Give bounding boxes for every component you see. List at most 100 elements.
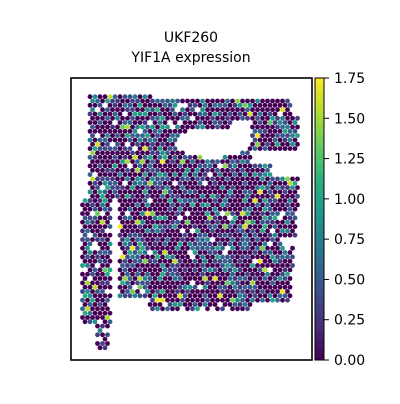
spot <box>160 176 165 182</box>
spot <box>130 150 135 156</box>
spot <box>112 137 118 143</box>
spot <box>90 107 95 113</box>
spot <box>225 297 230 303</box>
spot <box>147 154 153 160</box>
spot <box>260 237 265 243</box>
spot <box>227 172 233 178</box>
spot <box>102 310 108 316</box>
spot <box>105 297 110 303</box>
spot <box>100 98 105 104</box>
spot <box>215 159 220 165</box>
spot <box>255 237 260 243</box>
spot <box>267 198 273 204</box>
spot <box>172 154 178 160</box>
spot <box>290 185 295 191</box>
spot <box>132 215 138 221</box>
spot <box>92 102 98 108</box>
spot <box>210 254 215 260</box>
spot <box>247 111 253 117</box>
spot <box>240 271 245 277</box>
spot <box>132 102 138 108</box>
spot <box>160 141 165 147</box>
spot <box>287 120 293 125</box>
spot <box>157 102 163 108</box>
spot <box>200 297 205 303</box>
spot <box>170 280 175 286</box>
spot <box>92 146 98 152</box>
spot <box>172 102 178 108</box>
spot <box>185 159 190 165</box>
spot <box>215 263 220 268</box>
spot <box>222 180 228 186</box>
spot <box>157 241 163 247</box>
spot <box>192 241 198 247</box>
spot <box>170 271 175 277</box>
spot <box>202 111 208 117</box>
spot <box>290 133 295 139</box>
spot <box>127 293 133 299</box>
spot <box>287 258 293 264</box>
spot <box>152 102 158 108</box>
spot <box>117 120 123 125</box>
spot <box>107 241 113 247</box>
spot <box>167 102 173 108</box>
spot <box>292 189 298 195</box>
spot <box>225 254 230 260</box>
spot <box>167 241 173 247</box>
spot <box>197 189 203 195</box>
spot <box>215 107 220 113</box>
spot <box>165 289 170 294</box>
spot <box>82 241 88 247</box>
spot <box>105 280 110 286</box>
spot <box>192 180 198 186</box>
spot <box>157 215 163 221</box>
spot <box>102 250 108 255</box>
spot <box>172 189 178 195</box>
spot <box>220 167 225 173</box>
spot <box>102 198 108 204</box>
spot <box>282 276 288 281</box>
spot <box>200 254 205 260</box>
spot <box>287 189 293 195</box>
spot <box>130 263 135 268</box>
spot <box>117 276 123 281</box>
spot <box>157 284 163 290</box>
spot <box>270 263 275 268</box>
spot <box>287 128 293 134</box>
spot <box>132 111 138 117</box>
spot <box>250 297 255 303</box>
spot <box>225 115 230 121</box>
spot <box>87 163 93 169</box>
spot <box>175 124 180 130</box>
spot <box>157 267 163 273</box>
spot <box>262 206 268 212</box>
spot <box>242 198 248 204</box>
spot <box>255 211 260 217</box>
spot <box>225 202 230 208</box>
spot <box>147 172 153 178</box>
spot <box>252 120 258 125</box>
spot <box>157 154 163 160</box>
spot <box>212 111 218 117</box>
spot <box>232 111 238 117</box>
spot <box>142 128 148 134</box>
spot <box>142 172 148 178</box>
spot <box>217 198 223 204</box>
spot <box>230 115 235 121</box>
spot <box>237 224 243 230</box>
spot <box>200 115 205 121</box>
spot <box>255 263 260 268</box>
spot <box>180 115 185 121</box>
spot <box>180 193 185 199</box>
spot <box>92 284 98 290</box>
spot <box>145 115 150 121</box>
spot <box>277 250 283 255</box>
spot <box>197 215 203 221</box>
spot <box>230 228 235 234</box>
spot <box>100 176 105 182</box>
spot <box>250 245 255 251</box>
spot <box>240 280 245 286</box>
spot <box>105 237 110 243</box>
spot <box>82 198 88 204</box>
spot <box>165 219 170 225</box>
